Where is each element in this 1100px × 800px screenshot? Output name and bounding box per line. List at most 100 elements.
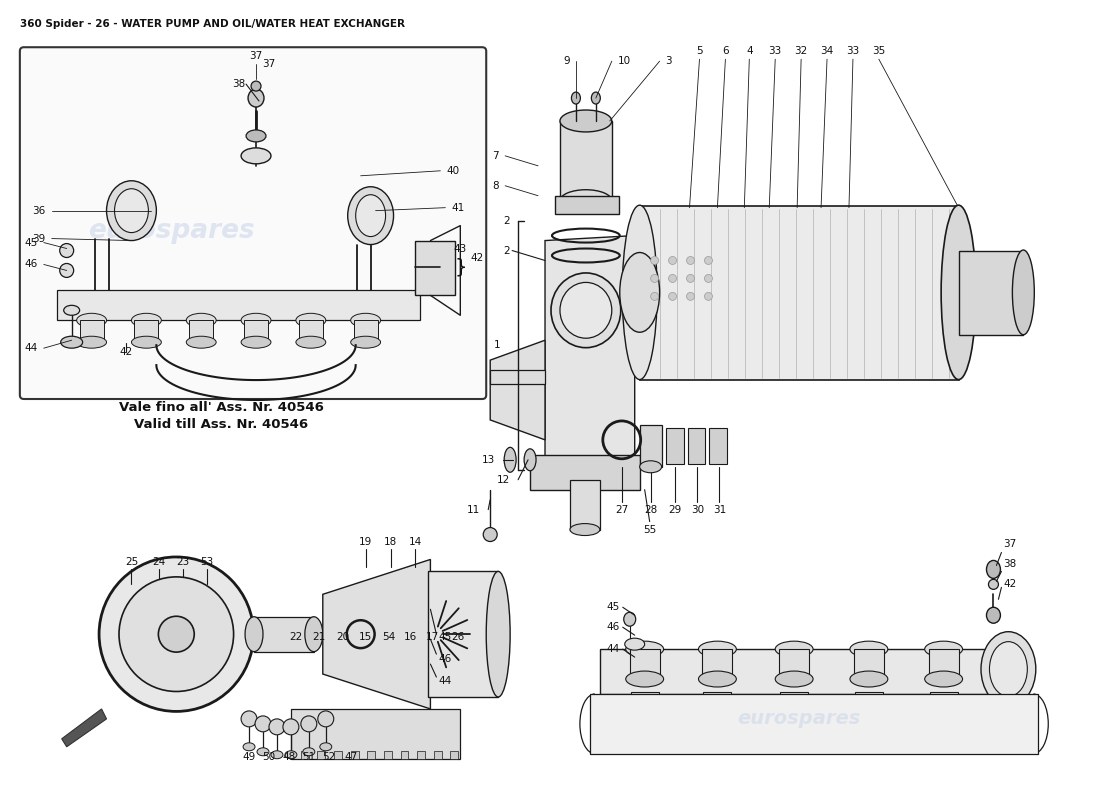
Polygon shape bbox=[322, 559, 430, 709]
Ellipse shape bbox=[77, 336, 107, 348]
Text: 48: 48 bbox=[283, 752, 296, 762]
Text: 45: 45 bbox=[439, 632, 452, 642]
Ellipse shape bbox=[686, 257, 694, 265]
Ellipse shape bbox=[243, 743, 255, 750]
Polygon shape bbox=[600, 649, 1019, 694]
Bar bbox=[688, 428, 705, 464]
Ellipse shape bbox=[650, 274, 659, 282]
Text: 39: 39 bbox=[33, 234, 46, 243]
Bar bbox=[384, 750, 392, 758]
Ellipse shape bbox=[686, 274, 694, 282]
Ellipse shape bbox=[107, 181, 156, 241]
Text: 19: 19 bbox=[359, 537, 372, 546]
Bar bbox=[710, 428, 727, 464]
Ellipse shape bbox=[619, 253, 660, 332]
Text: 34: 34 bbox=[821, 46, 834, 56]
Ellipse shape bbox=[241, 336, 271, 348]
Text: 51: 51 bbox=[302, 752, 316, 762]
Text: 11: 11 bbox=[468, 505, 481, 514]
Text: 44: 44 bbox=[24, 343, 37, 353]
Ellipse shape bbox=[776, 671, 813, 687]
Text: 33: 33 bbox=[846, 46, 859, 56]
Ellipse shape bbox=[925, 716, 962, 732]
Ellipse shape bbox=[246, 130, 266, 142]
Text: 23: 23 bbox=[177, 558, 190, 567]
Text: 29: 29 bbox=[668, 505, 681, 514]
Text: 16: 16 bbox=[404, 632, 417, 642]
Bar bbox=[417, 750, 425, 758]
Ellipse shape bbox=[132, 336, 162, 348]
Text: 17: 17 bbox=[426, 632, 439, 642]
Ellipse shape bbox=[560, 282, 612, 338]
Ellipse shape bbox=[251, 81, 261, 91]
Bar bbox=[400, 750, 408, 758]
Bar bbox=[780, 692, 808, 724]
Ellipse shape bbox=[351, 336, 381, 348]
Ellipse shape bbox=[560, 190, 612, 212]
Ellipse shape bbox=[850, 716, 888, 732]
Bar bbox=[666, 428, 683, 464]
Text: 45: 45 bbox=[24, 238, 37, 247]
Text: 54: 54 bbox=[382, 632, 395, 642]
Ellipse shape bbox=[626, 716, 663, 732]
Ellipse shape bbox=[296, 336, 326, 348]
Ellipse shape bbox=[669, 274, 676, 282]
Text: 46: 46 bbox=[24, 259, 37, 270]
Text: 7: 7 bbox=[493, 151, 499, 161]
Polygon shape bbox=[491, 340, 544, 440]
Ellipse shape bbox=[669, 257, 676, 265]
Ellipse shape bbox=[320, 743, 332, 750]
Text: 1: 1 bbox=[494, 340, 501, 350]
Ellipse shape bbox=[249, 89, 264, 107]
Ellipse shape bbox=[186, 336, 217, 348]
Text: 40: 40 bbox=[447, 166, 460, 176]
Text: Vale fino all' Ass. Nr. 40546: Vale fino all' Ass. Nr. 40546 bbox=[119, 402, 323, 414]
Text: 37: 37 bbox=[250, 51, 263, 61]
Bar bbox=[640, 206, 958, 380]
Bar bbox=[318, 750, 326, 758]
Ellipse shape bbox=[283, 719, 299, 735]
Text: 44: 44 bbox=[439, 676, 452, 686]
Text: 30: 30 bbox=[691, 505, 704, 514]
Ellipse shape bbox=[704, 292, 713, 300]
Bar bbox=[351, 750, 359, 758]
Ellipse shape bbox=[318, 711, 333, 727]
Text: 18: 18 bbox=[384, 537, 397, 546]
Ellipse shape bbox=[704, 274, 713, 282]
Ellipse shape bbox=[925, 671, 962, 687]
Ellipse shape bbox=[850, 671, 888, 687]
Text: 360 Spider - 26 - WATER PUMP AND OIL/WATER HEAT EXCHANGER: 360 Spider - 26 - WATER PUMP AND OIL/WAT… bbox=[20, 19, 405, 30]
Text: 15: 15 bbox=[359, 632, 372, 642]
Bar bbox=[299, 320, 322, 342]
Ellipse shape bbox=[355, 194, 386, 237]
Bar bbox=[855, 692, 883, 724]
Ellipse shape bbox=[241, 148, 271, 164]
Ellipse shape bbox=[698, 641, 736, 657]
Text: 9: 9 bbox=[563, 56, 570, 66]
Ellipse shape bbox=[686, 292, 694, 300]
Ellipse shape bbox=[776, 641, 813, 657]
Bar bbox=[640, 425, 661, 466]
Ellipse shape bbox=[483, 527, 497, 542]
Text: 42: 42 bbox=[471, 254, 484, 263]
Ellipse shape bbox=[285, 750, 297, 758]
Text: 24: 24 bbox=[153, 558, 166, 567]
Ellipse shape bbox=[1012, 250, 1034, 334]
Ellipse shape bbox=[989, 579, 999, 590]
Bar bbox=[854, 649, 883, 679]
Text: 27: 27 bbox=[615, 505, 628, 514]
Bar bbox=[556, 196, 619, 214]
Ellipse shape bbox=[850, 641, 888, 657]
Ellipse shape bbox=[351, 314, 381, 327]
Bar bbox=[433, 750, 442, 758]
Text: 28: 28 bbox=[644, 505, 658, 514]
Bar bbox=[928, 649, 958, 679]
Ellipse shape bbox=[925, 641, 962, 657]
Text: 42: 42 bbox=[120, 347, 133, 357]
Bar bbox=[704, 692, 732, 724]
Text: 10: 10 bbox=[618, 56, 631, 66]
Text: 22: 22 bbox=[289, 632, 302, 642]
Bar bbox=[189, 320, 213, 342]
Text: 2: 2 bbox=[504, 216, 510, 226]
Bar bbox=[354, 320, 377, 342]
